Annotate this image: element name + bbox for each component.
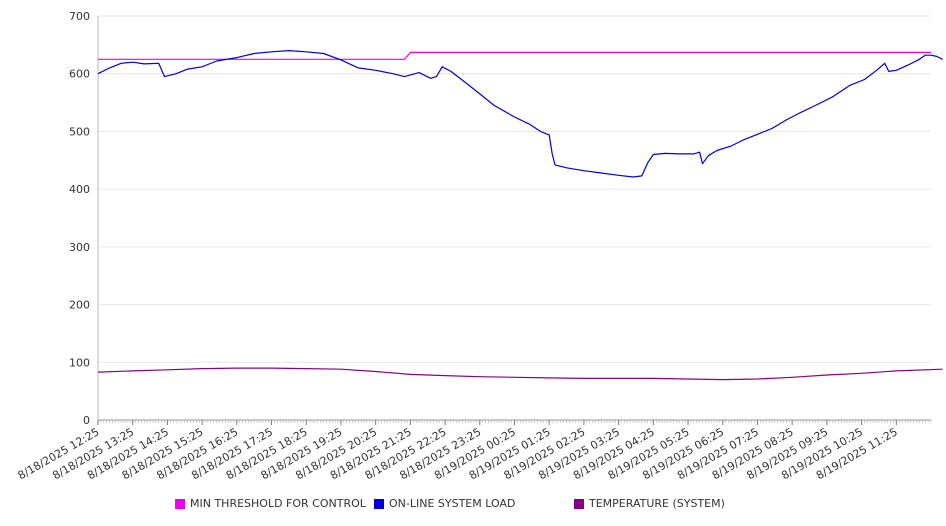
y-tick-label-600: 600	[69, 68, 90, 81]
gridlines	[98, 15, 931, 363]
x-axis-tick-labels: 8/18/2025 12:258/18/2025 13:258/18/2025 …	[16, 425, 900, 482]
legend-item-system-load[interactable]: ON-LINE SYSTEM LOAD	[374, 497, 515, 510]
legend-swatch-temperature	[574, 498, 584, 509]
legend: MIN THRESHOLD FOR CONTROL ON-LINE SYSTEM…	[0, 497, 946, 517]
y-axis-tick-labels: 0 100 200 300 400 500 600 700	[69, 10, 90, 427]
axes	[97, 16, 932, 425]
y-tick-label-400: 400	[69, 183, 90, 196]
legend-swatch-min-threshold	[175, 498, 185, 509]
legend-item-min-threshold[interactable]: MIN THRESHOLD FOR CONTROL	[175, 497, 366, 510]
series-min-threshold[interactable]	[98, 51, 931, 60]
y-tick-label-200: 200	[69, 299, 90, 312]
y-tick-label-700: 700	[69, 10, 90, 23]
series-temperature[interactable]	[97, 367, 943, 381]
legend-label-temperature: TEMPERATURE (SYSTEM)	[589, 497, 725, 510]
legend-swatch-system-load	[374, 498, 384, 509]
legend-item-temperature[interactable]: TEMPERATURE (SYSTEM)	[574, 497, 725, 510]
series-lines	[97, 49, 943, 381]
y-tick-label-100: 100	[69, 356, 90, 369]
legend-label-system-load: ON-LINE SYSTEM LOAD	[389, 497, 516, 510]
legend-label-min-threshold: MIN THRESHOLD FOR CONTROL	[190, 497, 366, 510]
series-system-load[interactable]	[97, 49, 943, 178]
y-tick-label-0: 0	[83, 414, 90, 427]
y-tick-label-500: 500	[69, 125, 90, 138]
y-tick-label-300: 300	[69, 241, 90, 254]
